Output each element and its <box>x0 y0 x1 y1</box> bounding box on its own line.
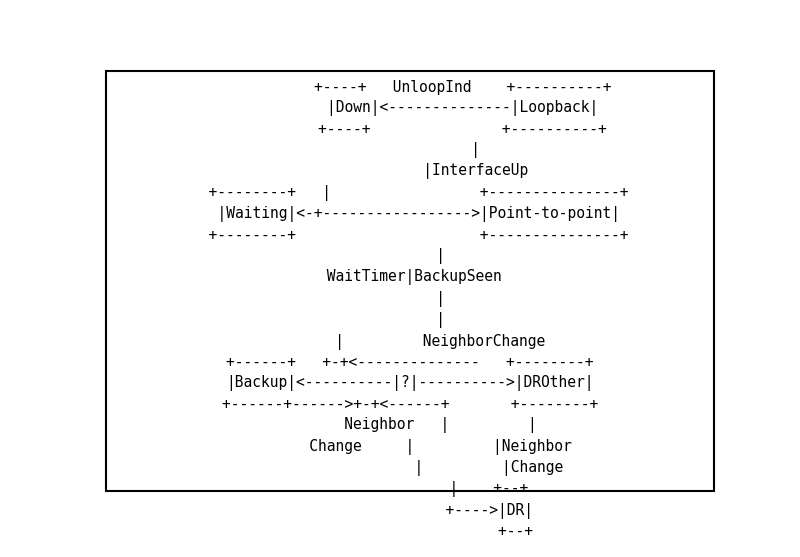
Text: +----+   UnloopInd    +----------+
            |Down|<--------------|Loopback|
 : +----+ UnloopInd +----------+ |Down|<---… <box>191 80 629 539</box>
